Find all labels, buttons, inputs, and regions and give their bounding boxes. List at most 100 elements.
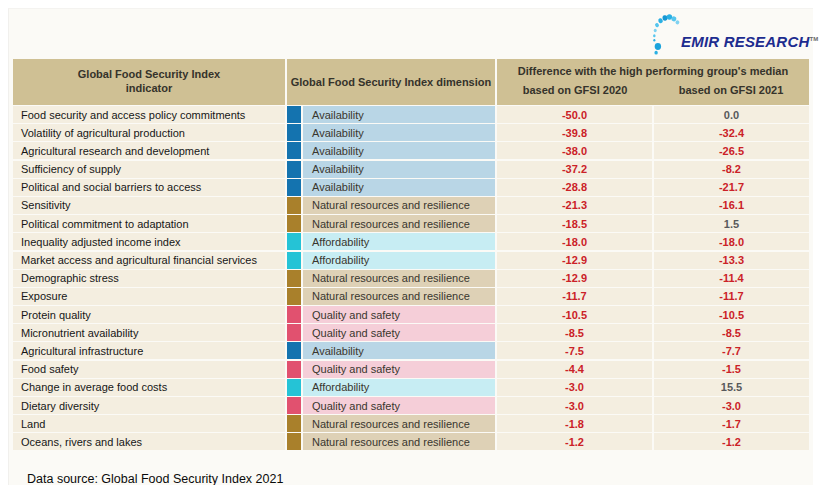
dimension-label: Natural resources and resilience <box>312 436 470 448</box>
dimension-color-marker <box>287 324 301 341</box>
indicator-cell: Agricultural infrastructure <box>13 342 285 359</box>
table-row: Political commitment to adaptation Natur… <box>13 215 809 232</box>
dimension-label: Availability <box>312 345 364 357</box>
dimension-label: Natural resources and resilience <box>312 272 470 284</box>
dimension-bg: Quality and safety <box>303 306 495 323</box>
header-indicator: Global Food Security Index indicator <box>13 59 285 105</box>
dimension-label: Natural resources and resilience <box>312 199 470 211</box>
value-2020-cell: -3.0 <box>497 379 652 396</box>
value-2020-cell: -7.5 <box>497 342 652 359</box>
dimension-bg: Natural resources and resilience <box>303 215 495 232</box>
dimension-color-marker <box>287 197 301 214</box>
logo-dots-swirl-icon <box>649 13 681 55</box>
table-row: Agricultural infrastructure Availability… <box>13 342 809 359</box>
value-2020-cell: -38.0 <box>497 142 652 159</box>
indicator-cell: Land <box>13 415 285 432</box>
table-row: Micronutrient availability Quality and s… <box>13 324 809 341</box>
indicator-cell: Sufficiency of supply <box>13 161 285 178</box>
dimension-cell: Natural resources and resilience <box>287 288 495 305</box>
dimension-label: Quality and safety <box>312 363 400 375</box>
value-2020-cell: -18.5 <box>497 215 652 232</box>
dimension-cell: Availability <box>287 142 495 159</box>
value-2021-cell: -10.5 <box>654 306 809 323</box>
value-2021-cell: -21.7 <box>654 179 809 196</box>
table-row: Exposure Natural resources and resilienc… <box>13 288 809 305</box>
value-2021-cell: 1.5 <box>654 215 809 232</box>
indicator-cell: Food safety <box>13 361 285 378</box>
dimension-cell: Availability <box>287 106 495 123</box>
indicator-cell: Political and social barriers to access <box>13 179 285 196</box>
value-2021-cell: -26.5 <box>654 142 809 159</box>
dimension-color-marker <box>287 379 301 396</box>
dimension-label: Availability <box>312 181 364 193</box>
header-gfsi-2020: based on GFSI 2020 <box>497 82 653 105</box>
indicator-cell: Oceans, rivers and lakes <box>13 433 285 450</box>
dimension-label: Quality and safety <box>312 327 400 339</box>
value-2021-cell: -8.2 <box>654 161 809 178</box>
table-header-row: Global Food Security Index indicator Glo… <box>13 59 809 105</box>
dimension-label: Natural resources and resilience <box>312 418 470 430</box>
dimension-cell: Affordability <box>287 233 495 250</box>
dimension-bg: Availability <box>303 161 495 178</box>
dimension-color-marker <box>287 306 301 323</box>
dimension-cell: Availability <box>287 124 495 141</box>
table-row: Food security and access policy commitme… <box>13 106 809 123</box>
dimension-bg: Affordability <box>303 252 495 269</box>
page-background: EMIR RESEARCHTM Global Food Security Ind… <box>0 0 840 485</box>
value-2021-cell: -1.2 <box>654 433 809 450</box>
table-row: Demographic stress Natural resources and… <box>13 270 809 287</box>
dimension-label: Availability <box>312 127 364 139</box>
dimension-label: Availability <box>312 163 364 175</box>
indicator-cell: Food security and access policy commitme… <box>13 106 285 123</box>
value-2020-cell: -12.9 <box>497 270 652 287</box>
dimension-bg: Availability <box>303 124 495 141</box>
dimension-cell: Availability <box>287 179 495 196</box>
dimension-bg: Quality and safety <box>303 324 495 341</box>
table-row: Market access and agricultural financial… <box>13 252 809 269</box>
indicator-cell: Demographic stress <box>13 270 285 287</box>
dimension-cell: Quality and safety <box>287 397 495 414</box>
dimension-bg: Affordability <box>303 379 495 396</box>
dimension-bg: Availability <box>303 142 495 159</box>
dimension-color-marker <box>287 233 301 250</box>
dimension-label: Natural resources and resilience <box>312 218 470 230</box>
dimension-color-marker <box>287 415 301 432</box>
header-difference-span-title: Difference with the high performing grou… <box>497 59 809 82</box>
dimension-bg: Natural resources and resilience <box>303 197 495 214</box>
table-row: Oceans, rivers and lakes Natural resourc… <box>13 433 809 450</box>
header-dimension-label: Global Food Security Index dimension <box>291 76 491 88</box>
dimension-cell: Natural resources and resilience <box>287 415 495 432</box>
table-row: Dietary diversity Quality and safety -3.… <box>13 397 809 414</box>
indicator-cell: Agricultural research and development <box>13 142 285 159</box>
dimension-cell: Quality and safety <box>287 361 495 378</box>
value-2021-cell: -1.5 <box>654 361 809 378</box>
dimension-bg: Availability <box>303 179 495 196</box>
header-indicator-label: Global Food Security Index indicator <box>64 68 234 96</box>
dimension-color-marker <box>287 215 301 232</box>
dimension-cell: Affordability <box>287 379 495 396</box>
dimension-cell: Natural resources and resilience <box>287 197 495 214</box>
value-2020-cell: -21.3 <box>497 197 652 214</box>
value-2020-cell: -1.2 <box>497 433 652 450</box>
dimension-color-marker <box>287 124 301 141</box>
dimension-label: Quality and safety <box>312 309 400 321</box>
dimension-cell: Natural resources and resilience <box>287 270 495 287</box>
dimension-label: Affordability <box>312 381 369 393</box>
dimension-bg: Natural resources and resilience <box>303 270 495 287</box>
table-row: Inequality adjusted income index Afforda… <box>13 233 809 250</box>
dimension-bg: Availability <box>303 106 495 123</box>
header-difference-group: Difference with the high performing grou… <box>497 59 809 105</box>
table-body: Food security and access policy commitme… <box>13 106 809 450</box>
table-row: Land Natural resources and resilience -1… <box>13 415 809 432</box>
dimension-cell: Affordability <box>287 252 495 269</box>
dimension-label: Affordability <box>312 254 369 266</box>
dimension-bg: Quality and safety <box>303 397 495 414</box>
dimension-color-marker <box>287 361 301 378</box>
value-2021-cell: -32.4 <box>654 124 809 141</box>
dimension-color-marker <box>287 342 301 359</box>
dimension-bg: Natural resources and resilience <box>303 415 495 432</box>
dimension-color-marker <box>287 161 301 178</box>
dimension-cell: Availability <box>287 342 495 359</box>
table-row: Sensitivity Natural resources and resili… <box>13 197 809 214</box>
dimension-label: Affordability <box>312 236 369 248</box>
